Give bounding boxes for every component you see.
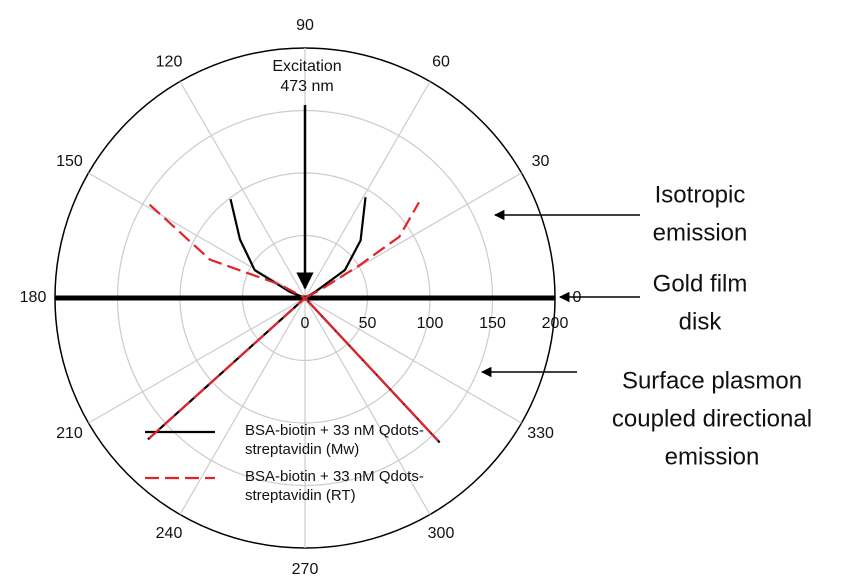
legend-label: BSA-biotin + 33 nM Qdots-streptavidin (R… [245, 468, 424, 504]
theta-tick-label: 240 [156, 525, 183, 542]
r-tick-label: 50 [359, 315, 377, 332]
grid-spoke [179, 297, 306, 515]
theta-tick-label: 60 [432, 54, 450, 71]
annotation: Gold film [653, 270, 748, 297]
legend-label: BSA-biotin + 33 nM Qdots-streptavidin (M… [245, 422, 424, 458]
grid-spoke [88, 297, 306, 424]
grid-spoke [304, 297, 431, 515]
series-line [147, 197, 441, 444]
theta-tick-label: 210 [56, 425, 83, 442]
grid-spoke [304, 81, 431, 299]
r-tick-label: 200 [542, 315, 569, 332]
theta-tick-label: 120 [156, 54, 183, 71]
r-tick-label: 150 [479, 315, 506, 332]
r-tick-label: 100 [417, 315, 444, 332]
series-line [146, 201, 439, 442]
annotation: 473 nm [280, 78, 333, 95]
annotation: coupled directional [612, 405, 812, 432]
grid-spoke [304, 297, 522, 424]
annotation: emission [653, 219, 748, 246]
r-tick-label: 0 [301, 315, 310, 332]
theta-tick-label: 90 [296, 17, 314, 34]
grid-spoke [304, 172, 522, 299]
theta-tick-label: 330 [527, 425, 554, 442]
theta-tick-label: 300 [428, 525, 455, 542]
annotation: Excitation [272, 58, 341, 75]
annotation: disk [679, 308, 723, 335]
grid-spoke [88, 172, 306, 299]
annotation: Isotropic [655, 181, 746, 208]
theta-tick-label: 270 [292, 561, 319, 578]
theta-tick-label: 180 [20, 289, 47, 306]
annotation: Surface plasmon [622, 367, 802, 394]
annotation: emission [665, 443, 760, 470]
theta-tick-label: 150 [56, 153, 83, 170]
theta-tick-label: 30 [532, 153, 550, 170]
grid-spoke [179, 81, 306, 299]
